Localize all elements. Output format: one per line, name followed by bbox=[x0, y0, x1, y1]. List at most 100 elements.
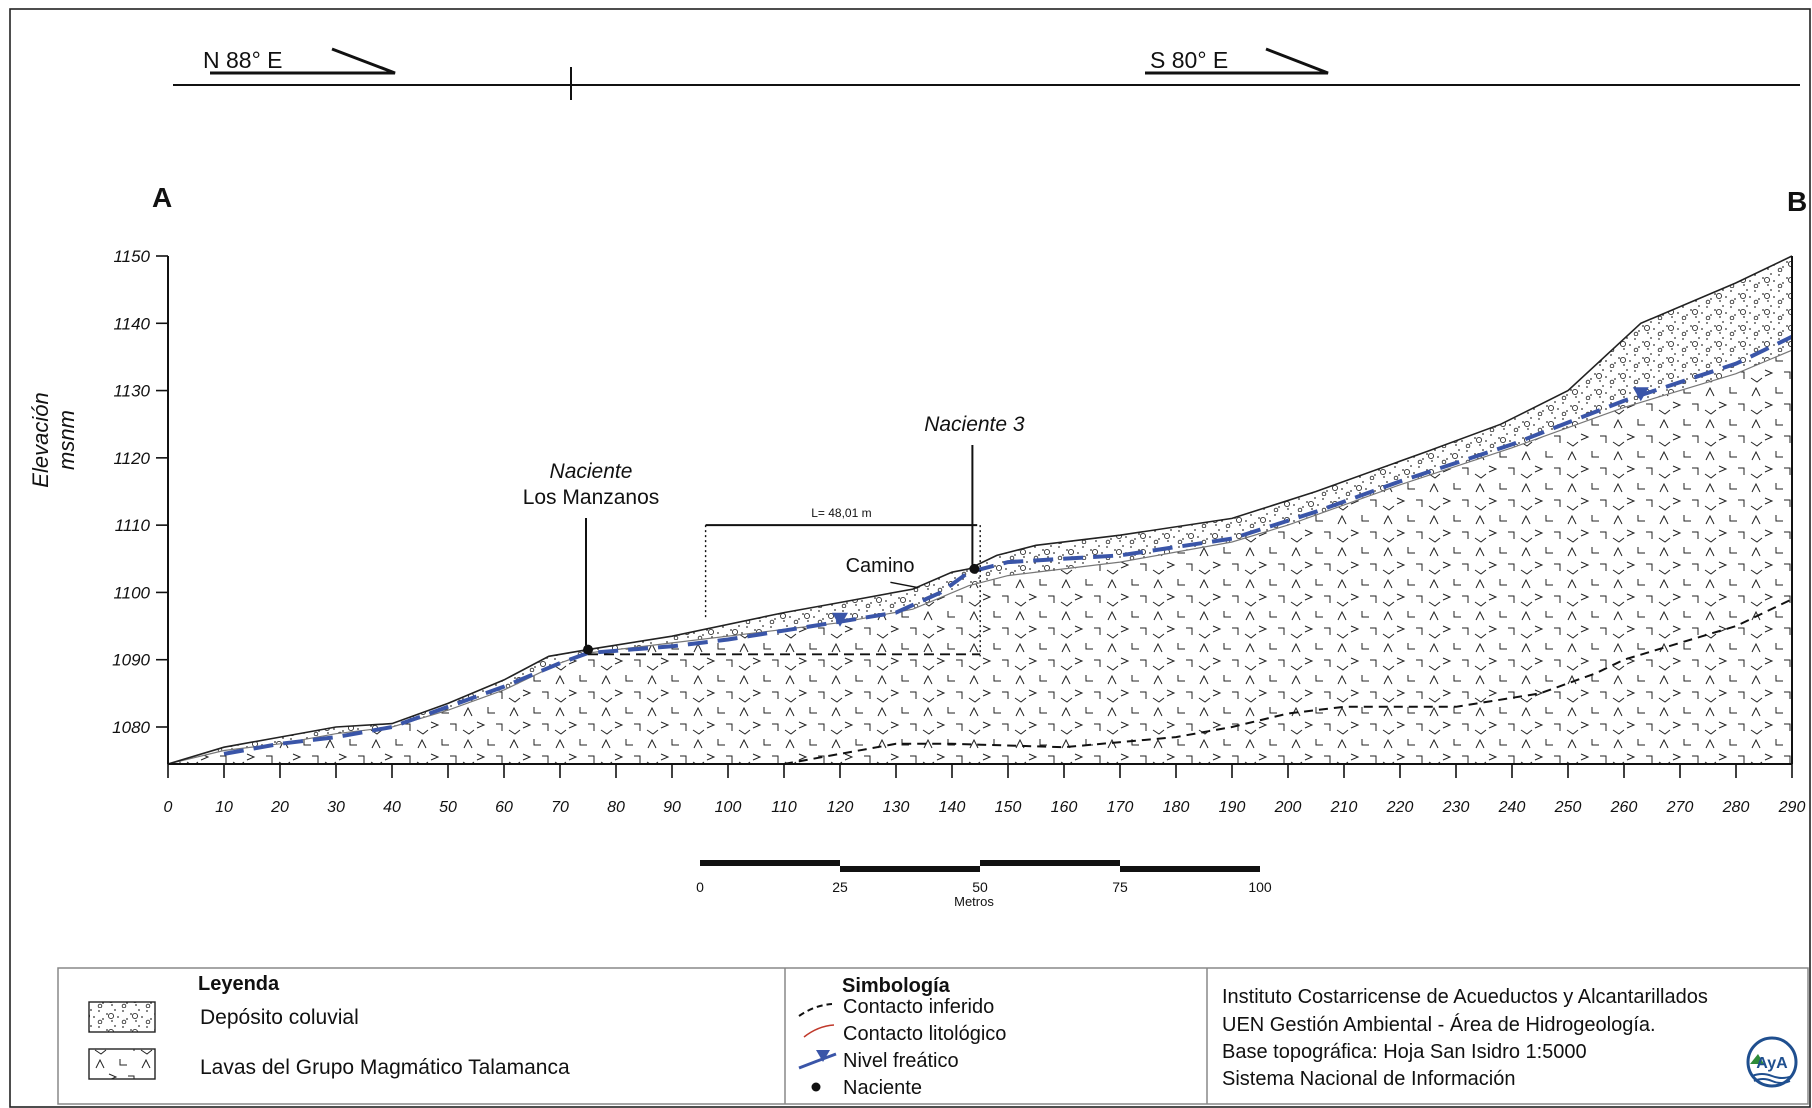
x-tick-label: 280 bbox=[1722, 799, 1750, 816]
y-axis-title: Elevación msnm bbox=[28, 392, 79, 487]
x-tick-label: 0 bbox=[164, 799, 173, 816]
road-leader bbox=[890, 581, 919, 589]
y-tick-label: 1080 bbox=[112, 718, 150, 737]
credits-line-1: Instituto Costarricense de Acueductos y … bbox=[1222, 986, 1708, 1008]
scale-bar-unit: Metros bbox=[954, 894, 994, 909]
symbol-water-table bbox=[798, 1052, 837, 1070]
talamanca-lava-layer bbox=[168, 350, 1792, 764]
x-tick-label: 290 bbox=[1778, 799, 1806, 816]
distance-label: L= 48,01 m bbox=[811, 506, 871, 520]
scale-bar-segment bbox=[1120, 866, 1260, 872]
x-tick-label: 150 bbox=[995, 799, 1022, 816]
y-tick-label: 1110 bbox=[115, 516, 151, 535]
x-tick-label: 20 bbox=[270, 799, 289, 816]
scale-bar-segment bbox=[980, 860, 1120, 866]
x-tick-label: 90 bbox=[663, 799, 681, 816]
legend-swatch-lava bbox=[88, 1048, 156, 1080]
scale-bar: 0 25 50 75 100 Metros bbox=[696, 860, 1272, 909]
scale-bar-segment bbox=[840, 866, 980, 872]
scale-bar-segment bbox=[700, 860, 840, 866]
bearing-left-label: N 88° E bbox=[203, 47, 283, 73]
x-tick-label: 170 bbox=[1107, 799, 1134, 816]
x-tick-label: 110 bbox=[771, 799, 797, 816]
figure-frame bbox=[9, 8, 1811, 1108]
x-tick-label: 50 bbox=[439, 799, 457, 816]
y-tick-label: 1120 bbox=[113, 449, 150, 468]
x-tick-label: 250 bbox=[1554, 799, 1582, 816]
water-table-line bbox=[223, 334, 1793, 756]
x-tick-label: 260 bbox=[1610, 799, 1638, 816]
bearing-left-arrow bbox=[210, 47, 396, 75]
x-tick-label: 70 bbox=[551, 799, 569, 816]
x-tick-label: 120 bbox=[827, 799, 854, 816]
scale-bar-label: 0 bbox=[696, 879, 704, 895]
springs-group: Naciente Los Manzanos Naciente 3 bbox=[523, 387, 1649, 655]
symbology-title: Simbología bbox=[842, 975, 951, 997]
x-tick-label: 230 bbox=[1442, 799, 1470, 816]
x-tick-label: 30 bbox=[327, 799, 345, 816]
legend-swatch-colluvial bbox=[88, 1001, 156, 1033]
y-tick-label: 1150 bbox=[113, 247, 150, 266]
symbol-inferred-contact bbox=[798, 1003, 833, 1017]
y-axis-title-line1: Elevación bbox=[28, 392, 53, 487]
spring-name-line2: Los Manzanos bbox=[523, 486, 660, 509]
symbol-lithologic-contact bbox=[803, 1024, 835, 1038]
profile-start-label: A bbox=[152, 182, 172, 213]
spring-name-line1: Naciente bbox=[550, 460, 633, 483]
road-label: Camino bbox=[846, 555, 915, 577]
water-table-marker bbox=[1632, 387, 1649, 402]
scale-bar-label: 100 bbox=[1248, 879, 1272, 895]
y-tick-label: 1090 bbox=[112, 651, 150, 670]
axes-group: 1080 1090 1100 1110 1120 1130 1140 1150 0 10 20 30 4… bbox=[112, 247, 1805, 816]
legend-item-colluvial: Depósito coluvial bbox=[200, 1006, 359, 1029]
x-tick-label: 210 bbox=[1330, 799, 1358, 816]
scale-bar-label: 50 bbox=[972, 879, 988, 895]
credits-line-3: Base topográfica: Hoja San Isidro 1:5000 bbox=[1222, 1041, 1587, 1063]
x-tick-label: 240 bbox=[1498, 799, 1526, 816]
symbology-item-water: Nivel freático bbox=[843, 1050, 959, 1072]
symbology-item-spring: Naciente bbox=[843, 1077, 922, 1099]
symbology-item-lithologic: Contacto litológico bbox=[843, 1023, 1006, 1045]
x-tick-label: 200 bbox=[1274, 799, 1302, 816]
x-tick-label: 270 bbox=[1666, 799, 1694, 816]
spring-name-line1: Naciente 3 bbox=[924, 413, 1025, 436]
inferred-contact-line bbox=[783, 598, 1793, 765]
y-axis-title-line2: msnm bbox=[54, 410, 79, 470]
spring-marker bbox=[583, 644, 593, 655]
y-tick-label: 1100 bbox=[113, 583, 150, 602]
spring-marker bbox=[969, 563, 980, 574]
scale-bar-label: 25 bbox=[832, 879, 848, 895]
aya-logo: AyA bbox=[1746, 1036, 1798, 1088]
y-tick-label: 1140 bbox=[113, 314, 150, 333]
legend-title: Leyenda bbox=[198, 973, 280, 995]
profile-end-label: B bbox=[1787, 186, 1807, 217]
bearing-right-label: S 80° E bbox=[1150, 47, 1228, 73]
x-tick-label: 80 bbox=[607, 799, 625, 816]
legend-panel: Leyenda Depósito coluvial Lavas del Grup… bbox=[57, 967, 1809, 1105]
logo-text: AyA bbox=[1756, 1055, 1788, 1072]
x-tick-label: 10 bbox=[215, 799, 233, 816]
x-tick-label: 180 bbox=[1163, 799, 1190, 816]
legend-item-lava: Lavas del Grupo Magmático Talamanca bbox=[200, 1056, 570, 1079]
water-table-marker bbox=[832, 612, 848, 627]
credits-line-2: UEN Gestión Ambiental - Área de Hidrogeo… bbox=[1222, 1013, 1656, 1036]
x-tick-label: 40 bbox=[383, 799, 401, 816]
y-tick-label: 1130 bbox=[113, 382, 150, 401]
credits-line-4: Sistema Nacional de Información bbox=[1222, 1068, 1515, 1090]
x-tick-label: 140 bbox=[939, 799, 966, 816]
bearing-right-arrow bbox=[1145, 47, 1329, 75]
ground-surface-line bbox=[167, 255, 1793, 765]
x-tick-label: 100 bbox=[715, 799, 742, 816]
x-tick-label: 220 bbox=[1386, 799, 1414, 816]
scale-bar-label: 75 bbox=[1112, 879, 1128, 895]
symbol-spring-dot bbox=[811, 1082, 821, 1092]
bearing-bar: N 88° E S 80° E bbox=[173, 47, 1800, 100]
x-tick-label: 160 bbox=[1051, 799, 1078, 816]
x-tick-label: 60 bbox=[495, 799, 513, 816]
x-tick-label: 130 bbox=[883, 799, 910, 816]
x-tick-label: 190 bbox=[1219, 799, 1246, 816]
symbol-water-table-triangle bbox=[816, 1050, 830, 1062]
distance-construction: L= 48,01 m Camino bbox=[588, 506, 981, 657]
